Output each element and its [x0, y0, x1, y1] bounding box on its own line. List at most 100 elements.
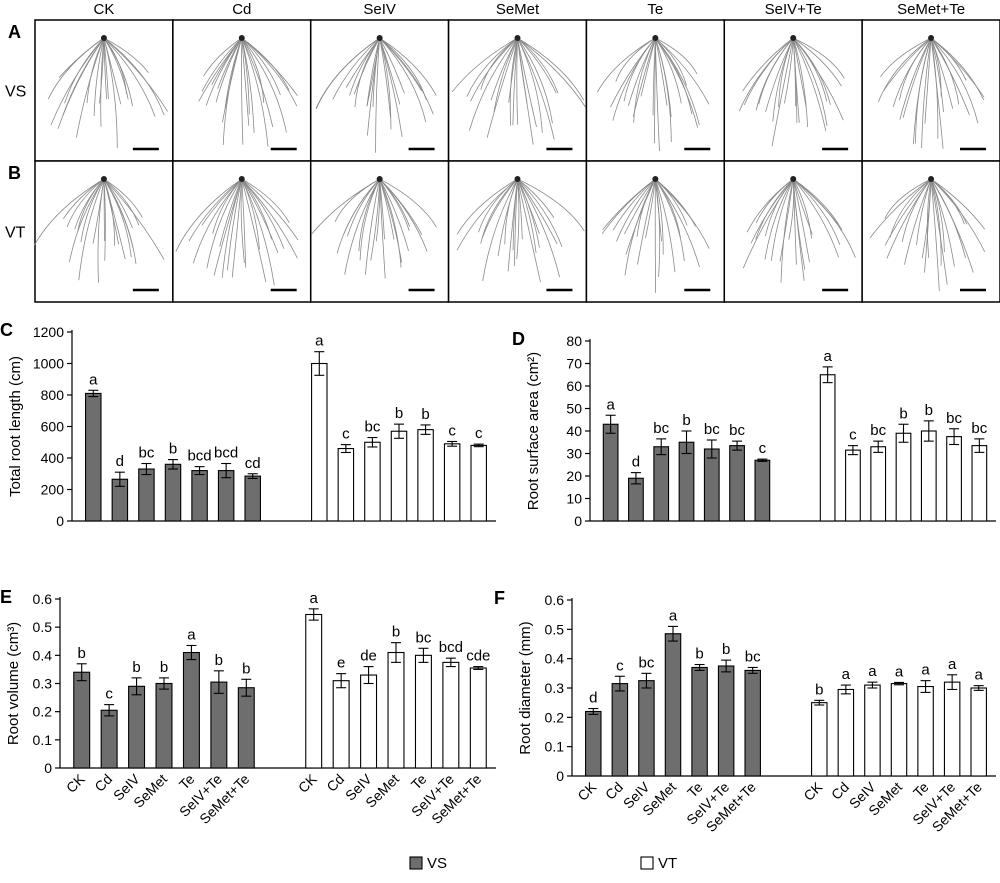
- significance-letter: c: [105, 686, 113, 703]
- root-photo-VT-6: [861, 160, 1000, 303]
- significance-letter: d: [116, 453, 124, 470]
- error-bar: [336, 673, 347, 689]
- bar-VS-Cd: [628, 477, 644, 522]
- root-crown: [376, 35, 383, 41]
- y-tick-label: 400: [41, 450, 65, 466]
- bar-VS-SeIV: [638, 680, 655, 777]
- column-label-2: SeIV: [363, 1, 396, 18]
- error-bar: [588, 707, 599, 715]
- column-label-1: Cd: [232, 1, 251, 18]
- error-bar: [757, 458, 768, 462]
- error-bar: [76, 663, 87, 682]
- error-bar: [168, 459, 178, 470]
- bar-VT-SeMet+Te: [469, 667, 487, 769]
- bar-VS-SeMet+Te: [754, 459, 771, 522]
- bar-VS-CK: [602, 423, 619, 522]
- significance-letter: cd: [245, 455, 261, 472]
- significance-letter: b: [392, 624, 400, 641]
- y-tick-label: 1200: [33, 324, 64, 340]
- error-bar: [88, 389, 99, 398]
- error-bar: [721, 659, 732, 673]
- significance-letter: b: [815, 681, 823, 698]
- root-drawing: [47, 37, 168, 149]
- error-bar: [923, 420, 934, 442]
- significance-letter: b: [695, 646, 703, 663]
- chart-E: E 0 0.1 0.2 0.3 0.4 0.5 0.6 Root volume (cm³) b CK…: [0, 587, 496, 827]
- y-tick-label: 0: [574, 513, 582, 529]
- legend-item-VS: VS: [409, 855, 447, 872]
- significance-letter: e: [337, 655, 345, 672]
- significance-letter: b: [78, 645, 86, 662]
- bar-VS-CK: [73, 671, 91, 769]
- error-bar: [814, 699, 825, 706]
- series-VT: ac bcb bc c: [311, 333, 487, 522]
- root-drawing: [456, 178, 585, 283]
- significance-letter: b: [242, 660, 250, 677]
- bar-VT-Cd: [837, 688, 855, 777]
- significance-letter: bc: [139, 445, 155, 462]
- error-bar: [418, 647, 429, 663]
- root-drawing: [869, 178, 986, 292]
- root-drawing: [601, 178, 710, 294]
- error-bar: [114, 471, 125, 487]
- bar-VT-SeMet: [387, 651, 405, 769]
- root-crown: [790, 35, 797, 41]
- bar-VT-Te: [417, 429, 434, 522]
- root-photo-VS-5: [723, 19, 863, 162]
- error-bar: [732, 440, 743, 451]
- root-photo-VS-6: [861, 19, 1000, 162]
- root-drawing: [742, 178, 856, 283]
- y-tick-label: 0: [556, 768, 564, 784]
- root-drawing: [33, 178, 165, 283]
- significance-letter: a: [868, 663, 877, 680]
- error-bar: [221, 462, 232, 479]
- error-bar: [973, 685, 984, 691]
- bar-VT-SeIV: [870, 446, 887, 522]
- column-label-3: SeMet: [496, 1, 540, 18]
- y-tick-label: 200: [41, 482, 65, 498]
- series-VT: aCKeCddeSeIVbSeMetbcTebcdSeIV+TecdeSeMet…: [295, 590, 491, 827]
- significance-letter: a: [310, 590, 319, 607]
- panel-label-B: B: [8, 163, 21, 183]
- y-tick-label: 1000: [33, 356, 64, 372]
- significance-letter: a: [842, 666, 851, 683]
- error-bar: [308, 608, 319, 621]
- bar-VS-Te: [191, 470, 208, 522]
- column-label-4: Te: [647, 1, 663, 18]
- y-tick-label: 30: [566, 446, 582, 462]
- error-bar: [894, 681, 904, 686]
- y-axis-label: Root surface area (cm²): [525, 352, 542, 510]
- root-photo-VT-5: [723, 160, 863, 303]
- root-crown: [652, 35, 659, 41]
- y-tick-label: 20: [566, 468, 582, 484]
- bar-VT-Te: [917, 685, 934, 777]
- error-bar: [141, 462, 152, 476]
- bar-VS-SeMet: [155, 682, 173, 769]
- significance-letter: c: [342, 426, 350, 443]
- bar-VS-SeMet+Te: [244, 475, 261, 522]
- error-bar: [641, 672, 652, 689]
- error-bar: [367, 436, 378, 448]
- x-tick-label: CK: [63, 770, 89, 796]
- error-bar: [822, 366, 833, 384]
- legend-label: VS: [427, 855, 447, 872]
- bar-VT-SeMet: [890, 683, 908, 777]
- error-bar: [840, 684, 851, 695]
- error-bar: [445, 657, 456, 668]
- error-bar: [104, 704, 115, 717]
- bar-VT-Cd: [337, 447, 355, 522]
- bar-VT-Te: [920, 430, 937, 522]
- bar-VT-SeIV: [360, 674, 378, 769]
- bar-VT-CK: [311, 362, 328, 522]
- bar-VS-SeIV: [128, 685, 146, 769]
- row-label-VS: VS: [5, 84, 26, 101]
- column-label-5: SeIV+Te: [765, 1, 822, 18]
- error-bar: [186, 644, 197, 661]
- root-photo-VT-2: [309, 160, 450, 303]
- significance-letter: b: [169, 441, 177, 458]
- significance-letter: d: [632, 454, 640, 471]
- significance-letter: b: [160, 659, 168, 676]
